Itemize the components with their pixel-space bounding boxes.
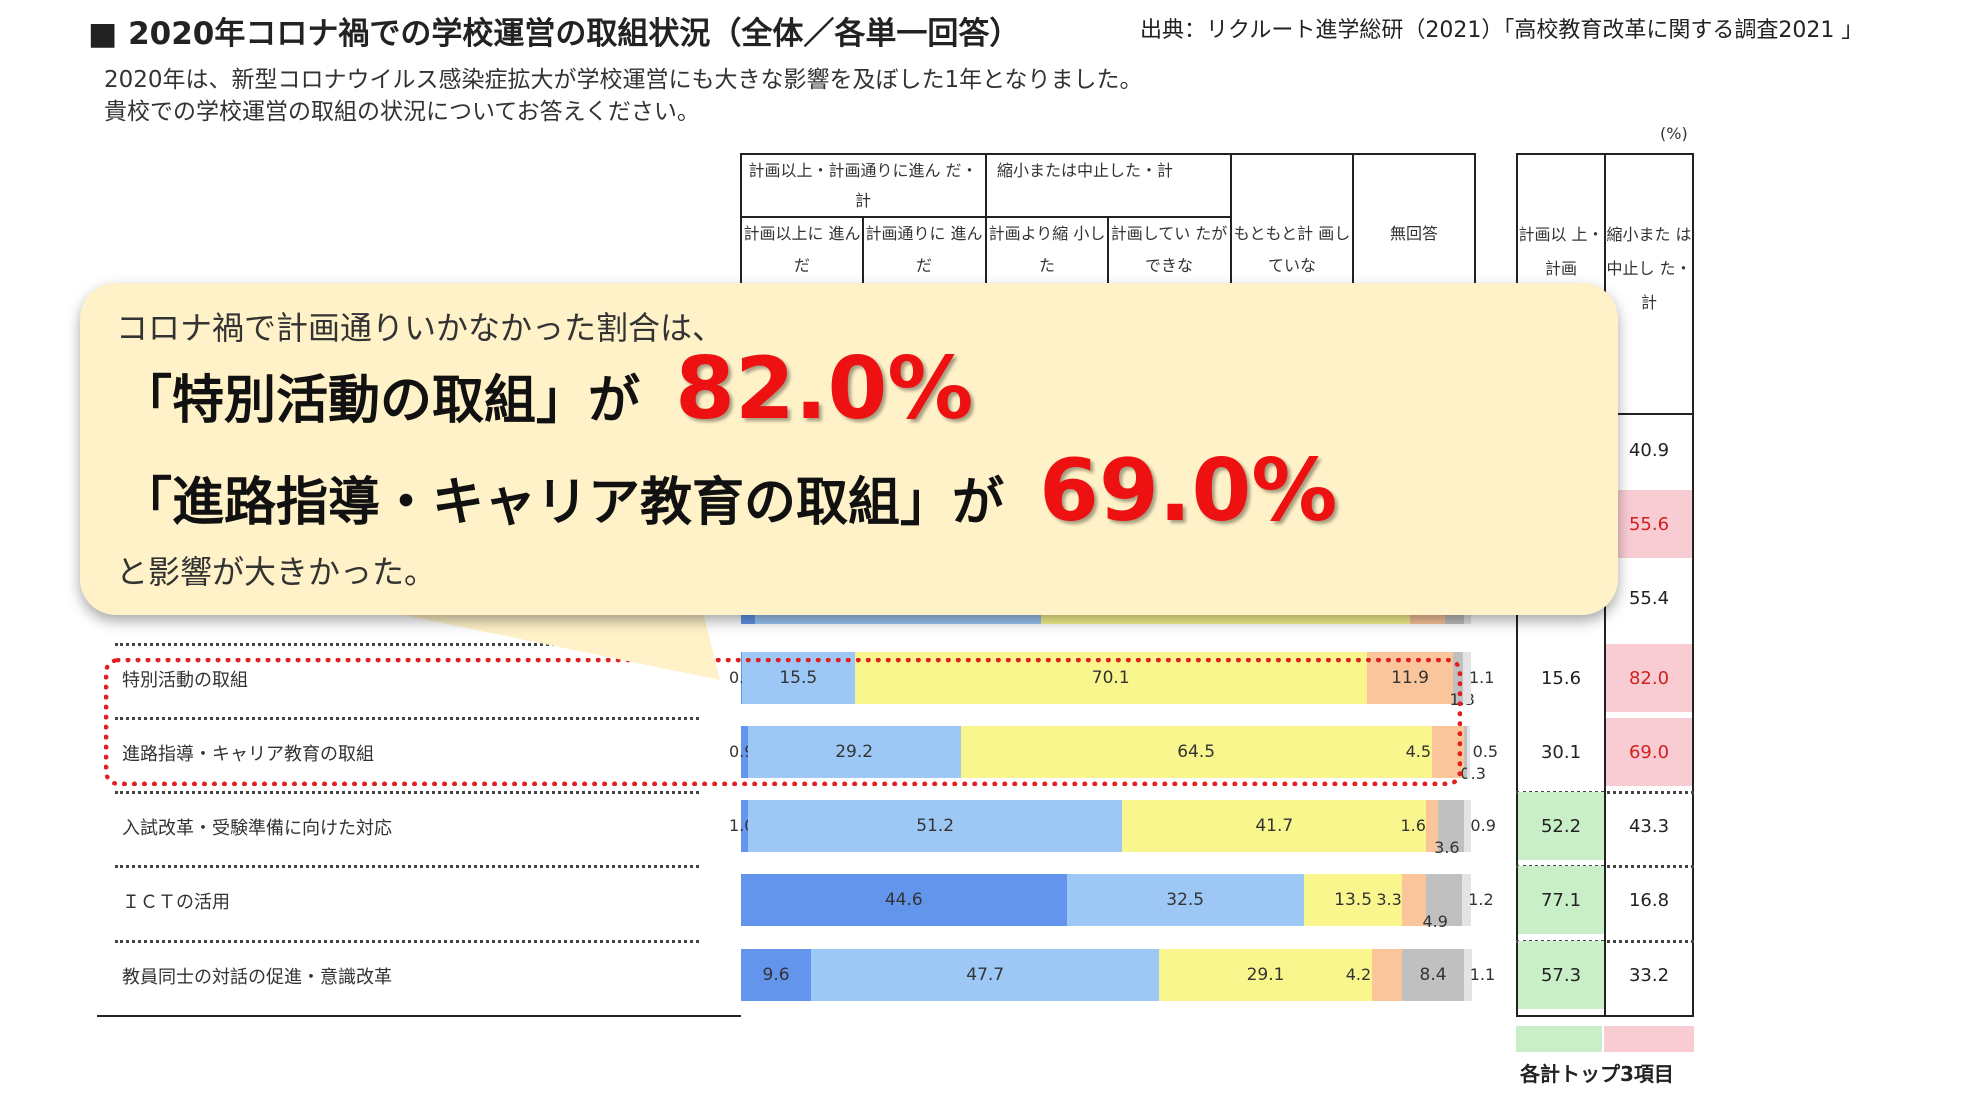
bar-value-label: 1.6 bbox=[1400, 816, 1426, 835]
bar-segment bbox=[1438, 800, 1465, 852]
callout-line-3-text: 「進路指導・キャリア教育の取組」が bbox=[120, 473, 1005, 533]
total-planned-cell: 30.1 bbox=[1540, 741, 1582, 763]
bar-value-label: 0.3 bbox=[1460, 764, 1486, 783]
total-cut-cell: 33.2 bbox=[1628, 964, 1670, 986]
bar-segment bbox=[1371, 949, 1403, 1001]
bar-segment: 8.4 bbox=[1402, 949, 1464, 1001]
bar-value-label: 0.5 bbox=[1472, 742, 1499, 761]
bar-segment: 32.5 bbox=[1066, 874, 1304, 926]
total-cut-cell: 55.4 bbox=[1628, 587, 1670, 609]
subtitle-line-2: 貴校での学校運営の取組の状況についてお答えください。 bbox=[104, 99, 700, 125]
bar-value-label: 1.2 bbox=[1468, 890, 1494, 909]
header-group-cut: 縮小または中止した・計 bbox=[997, 161, 1174, 180]
row-separator bbox=[115, 865, 699, 868]
bar-segment bbox=[741, 800, 749, 852]
bar-value-label: 4.9 bbox=[1422, 912, 1448, 931]
callout-value-special-activities: 82.0% bbox=[675, 339, 974, 439]
bar-segment bbox=[1463, 949, 1472, 1001]
header-col-reduced: 計画より縮 小した bbox=[988, 224, 1106, 275]
total-cut-cell: 40.9 bbox=[1628, 439, 1670, 461]
row-separator bbox=[115, 717, 699, 720]
legend-swatch-green bbox=[1516, 1026, 1602, 1052]
row-separator bbox=[115, 940, 699, 943]
subtitle-line-1: 2020年は、新型コロナウイルス感染症拡大が学校運営にも大きな影響を及ぼした1年… bbox=[104, 67, 1143, 93]
bar-segment: 9.6 bbox=[741, 949, 812, 1001]
bar-value-label: 3.3 bbox=[1376, 890, 1402, 909]
bar-segment bbox=[1426, 800, 1439, 852]
callout-line-3: 「進路指導・キャリア教育の取組」が 69.0% bbox=[120, 441, 1337, 541]
callout-line-2-text: 「特別活動の取組」が bbox=[120, 371, 641, 431]
header-col-no-answer: 無回答 bbox=[1389, 224, 1438, 243]
bar-segment bbox=[1402, 874, 1427, 926]
callout-line-4: と影響が大きかった。 bbox=[116, 553, 437, 591]
source-citation: 出典：リクルート進学総研（2021）「高校教育改革に関する調査2021 」 bbox=[1140, 18, 1864, 43]
unit-label: (%) bbox=[1660, 124, 1688, 143]
bar-segment bbox=[1464, 800, 1471, 852]
bar-segment: 29.2 bbox=[747, 726, 961, 778]
highlight-box bbox=[104, 658, 1462, 786]
total-planned-cell: 52.2 bbox=[1518, 792, 1604, 860]
header-col-cancelled: 計画してい たができな bbox=[1110, 224, 1228, 275]
bar-segment bbox=[1464, 726, 1467, 778]
bar-segment bbox=[1462, 652, 1471, 704]
bar-segment bbox=[741, 726, 748, 778]
row-label: 特別活動の取組 bbox=[122, 670, 248, 691]
bar-segment bbox=[1426, 874, 1463, 926]
callout-value-career-guidance: 69.0% bbox=[1039, 441, 1338, 541]
chart-bottom-line bbox=[97, 1015, 741, 1017]
totals-row-separator bbox=[1516, 791, 1694, 794]
callout-line-1: コロナ禍で計画通りいかなかった割合は、 bbox=[116, 309, 725, 347]
legend-label: 各計トップ3項目 bbox=[1520, 1062, 1674, 1086]
bar-segment: 47.7 bbox=[811, 949, 1160, 1001]
header-total-cut: 縮小また は中止し た・計 bbox=[1606, 225, 1692, 312]
row-label: 入試改革・受験準備に向けた対応 bbox=[122, 818, 392, 839]
row-label: ＩＣＴの活用 bbox=[122, 892, 230, 913]
page-title: ■ 2020年コロナ禍での学校運営の取組状況（全体／各単一回答） bbox=[88, 16, 1021, 52]
total-planned-cell: 57.3 bbox=[1518, 941, 1604, 1009]
total-cut-cell: 16.8 bbox=[1628, 889, 1670, 911]
row-separator bbox=[115, 643, 699, 646]
bar-segment: 44.6 bbox=[741, 874, 1067, 926]
header-group-planned: 計画以上・計画通りに進ん だ・計 bbox=[748, 161, 978, 210]
header-total-planned: 計画以 上・計画 bbox=[1518, 225, 1604, 278]
legend-swatch-pink bbox=[1604, 1026, 1694, 1052]
bar-segment: 29.1 bbox=[1159, 949, 1372, 1001]
bar-value-label: 0.9 bbox=[1470, 816, 1496, 835]
bar-segment: 64.5 bbox=[960, 726, 1432, 778]
total-planned-cell: 77.1 bbox=[1518, 866, 1604, 934]
bar-value-label: 3.6 bbox=[1434, 838, 1460, 857]
total-cut-cell: 43.3 bbox=[1628, 815, 1670, 837]
row-label: 進路指導・キャリア教育の取組 bbox=[122, 744, 374, 765]
bar-value-label: 1.1 bbox=[1468, 668, 1495, 687]
bar-segment bbox=[1462, 874, 1471, 926]
bar-segment: 13.5 bbox=[1303, 874, 1403, 926]
bar-segment: 51.2 bbox=[748, 800, 1123, 852]
row-label: 教員同士の対話の促進・意識改革 bbox=[122, 967, 392, 988]
bar-segment bbox=[1466, 726, 1471, 778]
callout-bubble: コロナ禍で計画通りいかなかった割合は、 「特別活動の取組」が 82.0% 「進路… bbox=[80, 283, 1618, 615]
header-col-on-plan: 計画通りに 進んだ bbox=[865, 224, 983, 275]
totals-row-separator bbox=[1516, 940, 1694, 943]
bar-segment bbox=[741, 652, 742, 704]
total-cut-cell: 55.6 bbox=[1606, 490, 1692, 558]
total-cut-cell: 82.0 bbox=[1606, 644, 1692, 712]
totals-row-separator bbox=[1516, 865, 1694, 868]
bar-value-label: 4.5 bbox=[1405, 742, 1432, 761]
total-cut-cell: 69.0 bbox=[1606, 718, 1692, 786]
bar-value-label: 4.2 bbox=[1345, 965, 1372, 984]
header-col-above-plan: 計画以上に 進んだ bbox=[743, 224, 861, 275]
bar-value-label: 1.1 bbox=[1469, 965, 1496, 984]
callout-line-2: 「特別活動の取組」が 82.0% bbox=[120, 339, 973, 439]
total-planned-cell: 15.6 bbox=[1540, 667, 1582, 689]
row-separator bbox=[115, 791, 699, 794]
bar-value-label: 1.0 bbox=[729, 816, 755, 835]
header-col-not-planned: もともと計 画していな bbox=[1233, 224, 1351, 275]
bar-segment: 41.7 bbox=[1122, 800, 1427, 852]
